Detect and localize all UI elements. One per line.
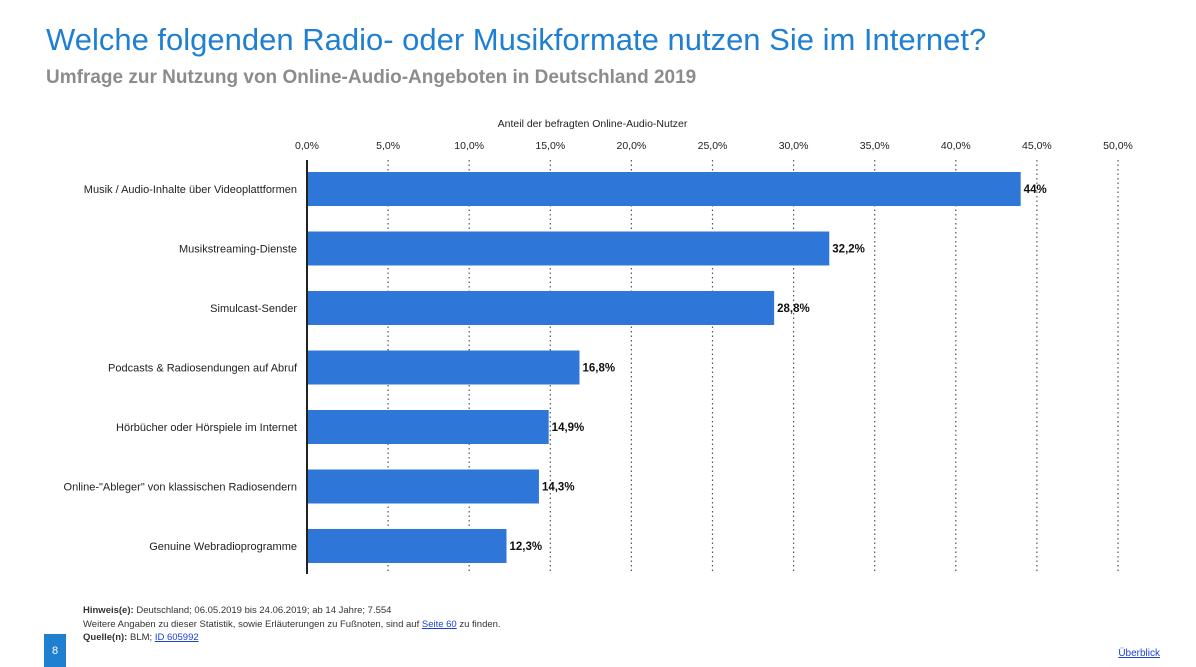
category-label: Simulcast-Sender <box>210 303 297 315</box>
category-label: Musikstreaming-Dienste <box>179 244 297 256</box>
x-tick-label: 50,0% <box>1103 140 1133 152</box>
x-axis-title: Anteil der befragten Online-Audio-Nutzer <box>498 118 688 130</box>
x-tick-label: 40,0% <box>941 140 971 152</box>
page-title: Welche folgenden Radio- oder Musikformat… <box>46 22 987 57</box>
bar <box>307 350 580 385</box>
bar-chart: Anteil der befragten Online-Audio-Nutzer… <box>64 118 1133 574</box>
category-label: Hörbücher oder Hörspiele im Internet <box>116 422 297 434</box>
more-info-text: Weitere Angaben zu dieser Statistik, sow… <box>83 618 420 630</box>
bar <box>307 469 539 504</box>
category-label: Podcasts & Radiosendungen auf Abruf <box>108 363 298 375</box>
x-tick-label: 25,0% <box>698 140 728 152</box>
source-line: Quelle(n): BLM; ID 605992 <box>83 631 501 645</box>
hint-text: Deutschland; 06.05.2019 bis 24.06.2019; … <box>136 605 392 616</box>
source-text: BLM; <box>129 632 153 643</box>
bar <box>307 172 1021 206</box>
source-label: Quelle(n): <box>83 632 128 643</box>
value-label: 14,3% <box>542 482 575 494</box>
value-label: 12,3% <box>510 541 543 553</box>
hint-line: Hinweis(e): Deutschland; 06.05.2019 bis … <box>83 604 501 618</box>
category-label: Musik / Audio-Inhalte über Videoplattfor… <box>84 184 297 196</box>
value-label: 14,9% <box>552 422 585 434</box>
category-label: Online-"Ableger" von klassischen Radiose… <box>64 482 297 494</box>
page-reference-link[interactable]: Seite 60 <box>421 618 457 630</box>
bar <box>307 410 549 444</box>
bar <box>307 291 775 325</box>
x-tick-label: 5,0% <box>376 140 400 152</box>
page-subtitle: Umfrage zur Nutzung von Online-Audio-Ang… <box>46 67 697 88</box>
more-info-line: Weitere Angaben zu dieser Statistik, sow… <box>83 618 501 632</box>
x-tick-label: 10,0% <box>454 140 484 152</box>
x-tick-label: 20,0% <box>617 140 647 152</box>
value-label: 28,8% <box>777 303 810 315</box>
hint-label: Hinweis(e): <box>83 605 134 616</box>
x-tick-label: 30,0% <box>779 140 809 152</box>
source-id-link[interactable]: ID 605992 <box>154 632 199 643</box>
bar <box>307 231 830 266</box>
value-label: 32,2% <box>832 244 865 256</box>
x-tick-label: 35,0% <box>860 140 890 152</box>
bar <box>307 529 507 563</box>
x-tick-label: 45,0% <box>1022 140 1052 152</box>
category-label: Genuine Webradioprogramme <box>149 541 297 553</box>
overview-link[interactable]: Überblick <box>1118 648 1160 659</box>
footer-notes: Hinweis(e): Deutschland; 06.05.2019 bis … <box>83 604 501 645</box>
value-label: 16,8% <box>582 363 615 375</box>
more-info-suffix: zu finden. <box>459 618 501 630</box>
x-tick-label: 15,0% <box>535 140 565 152</box>
value-label: 44% <box>1024 184 1047 196</box>
page-number-badge: 8 <box>44 634 66 667</box>
x-tick-label: 0,0% <box>295 140 319 152</box>
